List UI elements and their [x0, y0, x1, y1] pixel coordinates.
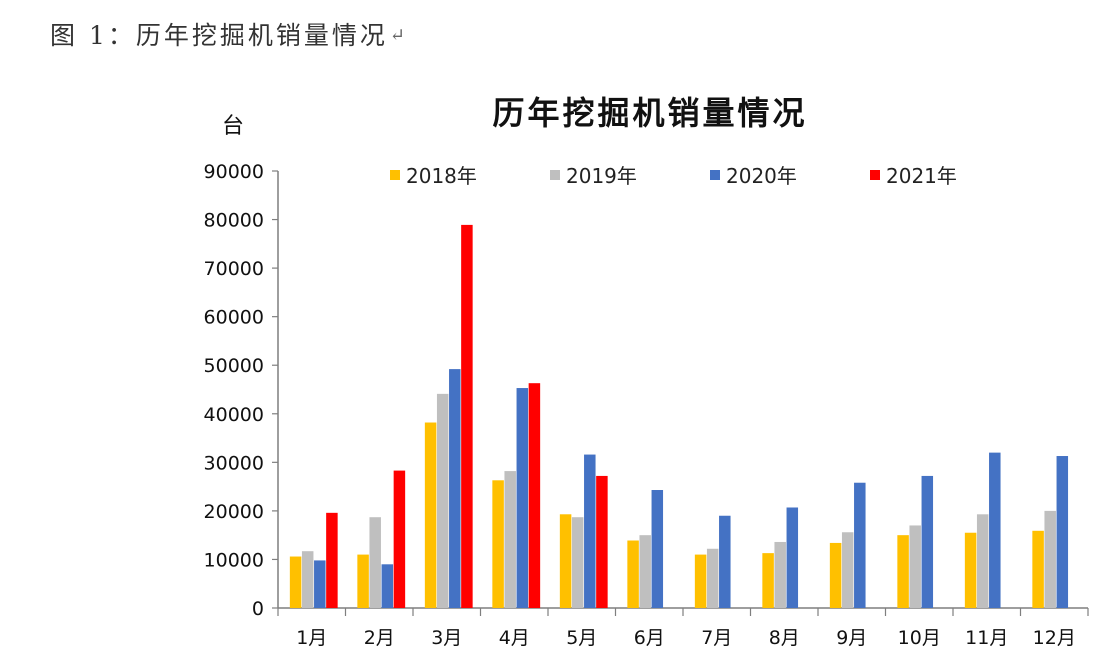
x-tick-label: 10月 — [898, 627, 941, 649]
bar-2019年-1月 — [301, 551, 314, 608]
legend-swatch-2018 — [390, 169, 400, 180]
bar-2019年-10月 — [909, 525, 921, 608]
x-tick-label: 6月 — [634, 627, 665, 649]
bar-2020年-12月 — [1056, 456, 1069, 608]
y-tick-label: 30000 — [204, 452, 264, 474]
bar-2019年-7月 — [706, 548, 719, 608]
x-tick-label: 12月 — [1033, 627, 1076, 649]
y-tick-label: 70000 — [204, 258, 264, 280]
bar-2019年-6月 — [639, 535, 651, 608]
chart-legend: 2018年 2019年 2020年 2021年 — [390, 160, 1030, 189]
legend-item-2018: 2018年 — [390, 160, 550, 189]
bar-2018年-5月 — [559, 514, 572, 608]
bar-2021年-4月 — [528, 383, 541, 608]
x-tick-label: 3月 — [431, 627, 462, 649]
y-tick-label: 90000 — [204, 161, 264, 183]
x-tick-label: 7月 — [701, 627, 732, 649]
bar-2020年-1月 — [314, 560, 326, 608]
legend-item-2020: 2020年 — [710, 160, 870, 189]
bar-2018年-6月 — [627, 540, 639, 608]
y-axis-unit-label: 台 — [222, 114, 245, 139]
bar-2020年-3月 — [449, 369, 461, 608]
x-tick-label: 8月 — [769, 627, 800, 649]
y-tick-label: 60000 — [204, 307, 264, 329]
y-tick-label: 10000 — [204, 549, 264, 571]
bar-2020年-5月 — [584, 454, 596, 608]
figure-caption-text: 图 1：历年挖掘机销量情况 — [50, 21, 388, 50]
y-tick-label: 80000 — [204, 210, 264, 232]
bar-2021年-3月 — [461, 224, 473, 608]
y-tick-label: 20000 — [204, 501, 264, 523]
legend-item-2019: 2019年 — [550, 160, 710, 189]
bar-2019年-4月 — [504, 471, 516, 608]
legend-label-2021: 2021年 — [886, 164, 957, 188]
legend-label-2018: 2018年 — [406, 164, 477, 188]
y-tick-label: 40000 — [204, 404, 264, 426]
bar-2019年-3月 — [436, 393, 449, 608]
bar-2018年-4月 — [492, 480, 504, 608]
bar-2019年-12月 — [1044, 510, 1056, 608]
y-tick-label: 0 — [252, 598, 264, 620]
bar-2019年-11月 — [976, 514, 989, 608]
bar-2018年-3月 — [424, 422, 437, 608]
bar-2020年-6月 — [651, 490, 664, 608]
legend-label-2020: 2020年 — [726, 164, 797, 188]
bar-2018年-11月 — [964, 532, 977, 608]
bar-2020年-8月 — [786, 507, 799, 608]
bar-2019年-9月 — [841, 532, 854, 608]
x-tick-label: 9月 — [836, 627, 867, 649]
bar-2019年-2月 — [369, 517, 381, 608]
bar-2020年-2月 — [381, 564, 394, 608]
bar-2019年-5月 — [571, 517, 584, 608]
legend-swatch-2019 — [550, 169, 560, 180]
bar-2018年-2月 — [357, 554, 369, 608]
bar-2018年-10月 — [897, 535, 909, 608]
bar-2019年-8月 — [774, 541, 786, 608]
bar-2018年-9月 — [829, 542, 842, 608]
bar-2020年-10月 — [921, 475, 934, 608]
bar-2020年-4月 — [516, 388, 529, 608]
x-tick-label: 4月 — [499, 627, 530, 649]
bar-2021年-2月 — [393, 470, 406, 608]
bar-2018年-8月 — [762, 553, 774, 608]
bar-2020年-7月 — [719, 515, 731, 608]
legend-swatch-2021 — [870, 169, 880, 180]
bar-2018年-1月 — [289, 556, 302, 608]
bar-2021年-1月 — [326, 512, 338, 608]
bar-2020年-9月 — [854, 482, 866, 608]
figure-caption: 图 1：历年挖掘机销量情况 ↵ — [50, 16, 408, 52]
bar-2018年-7月 — [694, 554, 707, 608]
return-mark-icon: ↵ — [389, 25, 408, 46]
y-tick-label: 50000 — [204, 355, 264, 377]
x-tick-label: 2月 — [364, 627, 395, 649]
legend-label-2019: 2019年 — [566, 164, 637, 188]
chart-title: 历年挖掘机销量情况 — [492, 94, 808, 132]
legend-swatch-2020 — [710, 169, 720, 180]
legend-item-2021: 2021年 — [870, 160, 1030, 189]
bar-2021年-5月 — [596, 475, 608, 608]
x-tick-label: 1月 — [296, 627, 327, 649]
x-tick-label: 5月 — [566, 627, 597, 649]
bar-2020年-11月 — [989, 452, 1001, 608]
bar-2018年-12月 — [1032, 530, 1044, 608]
x-tick-label: 11月 — [965, 627, 1008, 649]
